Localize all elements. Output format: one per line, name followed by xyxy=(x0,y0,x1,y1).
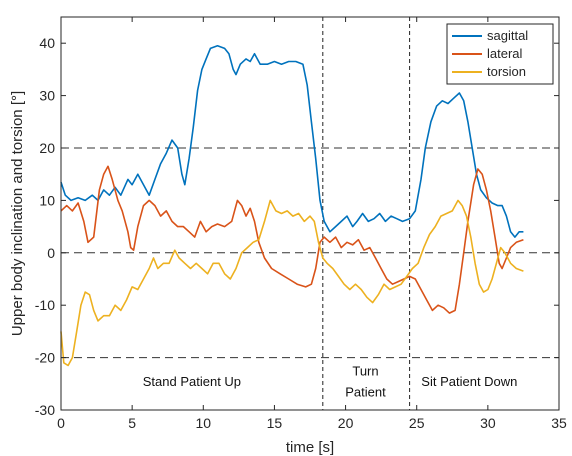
y-tick-label: 10 xyxy=(39,192,55,208)
x-tick-label: 30 xyxy=(480,415,496,431)
legend-label: torsion xyxy=(487,64,526,79)
x-tick-label: 20 xyxy=(338,415,354,431)
plot-frame xyxy=(60,16,560,411)
phase-label: Stand Patient Up xyxy=(143,374,241,389)
x-tick-label: 35 xyxy=(551,415,567,431)
series-line-torsion xyxy=(60,199,524,367)
x-axis-label: time [s] xyxy=(286,439,334,456)
phase-label: Turn xyxy=(352,364,378,379)
y-tick-label: 20 xyxy=(39,140,55,156)
phase-label: Patient xyxy=(345,385,386,400)
y-tick-label: -20 xyxy=(35,350,55,366)
phase-labels: Stand Patient Up Turn Patient Sit Patient D… xyxy=(143,364,518,400)
x-tick-label: 15 xyxy=(267,415,283,431)
legend: sagittal lateral torsion xyxy=(446,23,554,85)
axes: 0 5 10 15 20 25 30 35 -30 -20 -10 0 10 20 30 40 time [s]… xyxy=(9,16,567,456)
y-tick-label: -30 xyxy=(35,402,55,418)
y-axis-label: Upper body inclination and torsion [°] xyxy=(9,91,26,336)
y-tick-label: 0 xyxy=(47,245,55,261)
y-tick-label: -10 xyxy=(35,297,55,313)
y-tick-label: 40 xyxy=(39,35,55,51)
phase-label: Sit Patient Down xyxy=(421,374,517,389)
x-tick-label: 25 xyxy=(409,415,425,431)
series-line-sagittal xyxy=(60,45,524,238)
legend-label: lateral xyxy=(487,46,523,61)
y-tick-label: 30 xyxy=(39,88,55,104)
series-lines xyxy=(60,45,524,367)
x-tick-label: 5 xyxy=(128,415,136,431)
x-tick-label: 10 xyxy=(195,415,211,431)
x-tick-label: 0 xyxy=(57,415,65,431)
series-line-lateral xyxy=(60,165,524,314)
legend-label: sagittal xyxy=(487,28,528,43)
